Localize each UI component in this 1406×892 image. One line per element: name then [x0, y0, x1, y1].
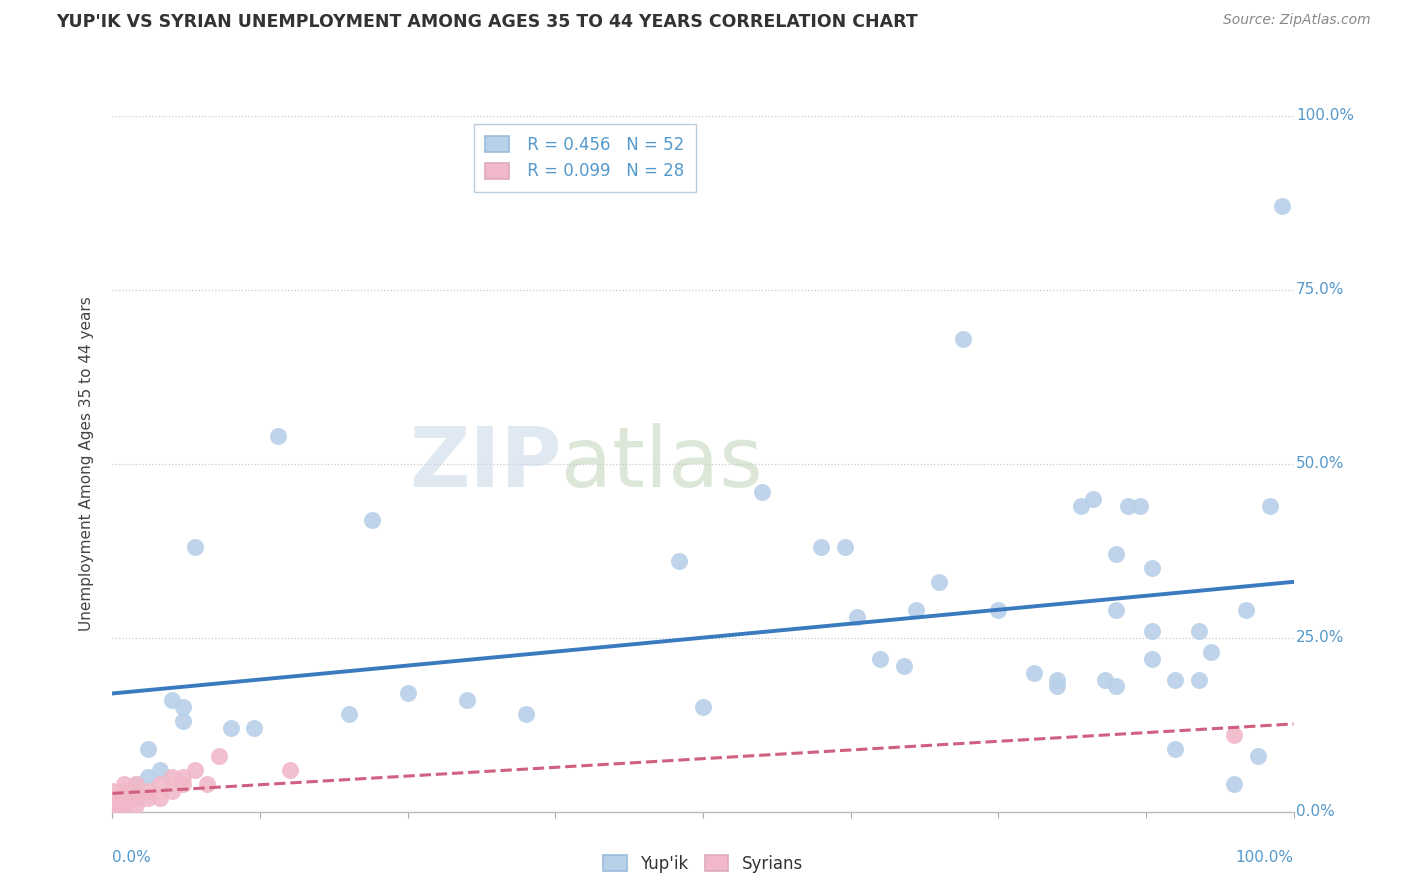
- Point: [1164, 742, 1187, 756]
- Point: [1140, 561, 1163, 575]
- Point: [337, 707, 360, 722]
- Point: [101, 797, 124, 812]
- Point: [904, 603, 927, 617]
- Point: [1271, 199, 1294, 213]
- Point: [101, 805, 124, 819]
- Point: [101, 790, 124, 805]
- Point: [1022, 665, 1045, 680]
- Point: [987, 603, 1010, 617]
- Text: 100.0%: 100.0%: [1296, 109, 1354, 123]
- Point: [1164, 673, 1187, 687]
- Point: [1070, 499, 1092, 513]
- Point: [160, 693, 183, 707]
- Point: [208, 749, 231, 764]
- Point: [112, 805, 135, 819]
- Point: [160, 770, 183, 784]
- Point: [112, 777, 135, 791]
- Point: [1234, 603, 1257, 617]
- Point: [125, 797, 148, 812]
- Text: 50.0%: 50.0%: [1296, 457, 1344, 471]
- Point: [1105, 603, 1128, 617]
- Point: [1199, 645, 1222, 659]
- Point: [1105, 680, 1128, 694]
- Point: [1258, 499, 1281, 513]
- Point: [1247, 749, 1270, 764]
- Point: [1129, 499, 1152, 513]
- Point: [136, 742, 159, 756]
- Point: [136, 770, 159, 784]
- Point: [219, 721, 242, 735]
- Point: [184, 763, 207, 777]
- Point: [125, 777, 148, 791]
- Legend:  R = 0.456   N = 52,  R = 0.099   N = 28: R = 0.456 N = 52, R = 0.099 N = 28: [474, 124, 696, 192]
- Point: [172, 770, 194, 784]
- Point: [278, 763, 301, 777]
- Point: [101, 790, 124, 805]
- Text: 75.0%: 75.0%: [1296, 283, 1344, 297]
- Point: [1105, 547, 1128, 561]
- Text: atlas: atlas: [561, 424, 763, 504]
- Point: [1223, 777, 1246, 791]
- Point: [668, 554, 690, 568]
- Point: [751, 484, 773, 499]
- Point: [112, 784, 135, 798]
- Point: [1116, 499, 1139, 513]
- Point: [149, 763, 172, 777]
- Point: [149, 777, 172, 791]
- Point: [893, 658, 915, 673]
- Point: [172, 700, 194, 714]
- Point: [845, 610, 868, 624]
- Point: [1223, 728, 1246, 742]
- Point: [396, 686, 419, 700]
- Text: Source: ZipAtlas.com: Source: ZipAtlas.com: [1223, 13, 1371, 28]
- Y-axis label: Unemployment Among Ages 35 to 44 years: Unemployment Among Ages 35 to 44 years: [79, 296, 94, 632]
- Point: [1094, 673, 1116, 687]
- Point: [810, 541, 832, 555]
- Point: [160, 784, 183, 798]
- Point: [112, 797, 135, 812]
- Point: [1140, 651, 1163, 665]
- Point: [125, 777, 148, 791]
- Legend: Yup'ik, Syrians: Yup'ik, Syrians: [596, 848, 810, 880]
- Point: [125, 790, 148, 805]
- Point: [172, 777, 194, 791]
- Text: YUP'IK VS SYRIAN UNEMPLOYMENT AMONG AGES 35 TO 44 YEARS CORRELATION CHART: YUP'IK VS SYRIAN UNEMPLOYMENT AMONG AGES…: [56, 13, 918, 31]
- Point: [952, 332, 974, 346]
- Point: [869, 651, 891, 665]
- Text: 100.0%: 100.0%: [1236, 850, 1294, 865]
- Point: [1046, 673, 1069, 687]
- Point: [195, 777, 218, 791]
- Point: [1046, 680, 1069, 694]
- Text: ZIP: ZIP: [409, 424, 561, 504]
- Point: [136, 784, 159, 798]
- Point: [928, 575, 950, 590]
- Text: 25.0%: 25.0%: [1296, 631, 1344, 645]
- Point: [172, 714, 194, 729]
- Text: 0.0%: 0.0%: [112, 850, 152, 865]
- Point: [112, 790, 135, 805]
- Point: [515, 707, 537, 722]
- Point: [243, 721, 266, 735]
- Point: [125, 784, 148, 798]
- Point: [1188, 624, 1211, 638]
- Point: [692, 700, 714, 714]
- Text: 0.0%: 0.0%: [1296, 805, 1334, 819]
- Point: [149, 790, 172, 805]
- Point: [1140, 624, 1163, 638]
- Point: [267, 429, 290, 443]
- Point: [834, 541, 856, 555]
- Point: [184, 541, 207, 555]
- Point: [361, 512, 384, 526]
- Point: [1081, 491, 1104, 506]
- Point: [1188, 673, 1211, 687]
- Point: [456, 693, 478, 707]
- Point: [136, 790, 159, 805]
- Point: [101, 797, 124, 812]
- Point: [101, 784, 124, 798]
